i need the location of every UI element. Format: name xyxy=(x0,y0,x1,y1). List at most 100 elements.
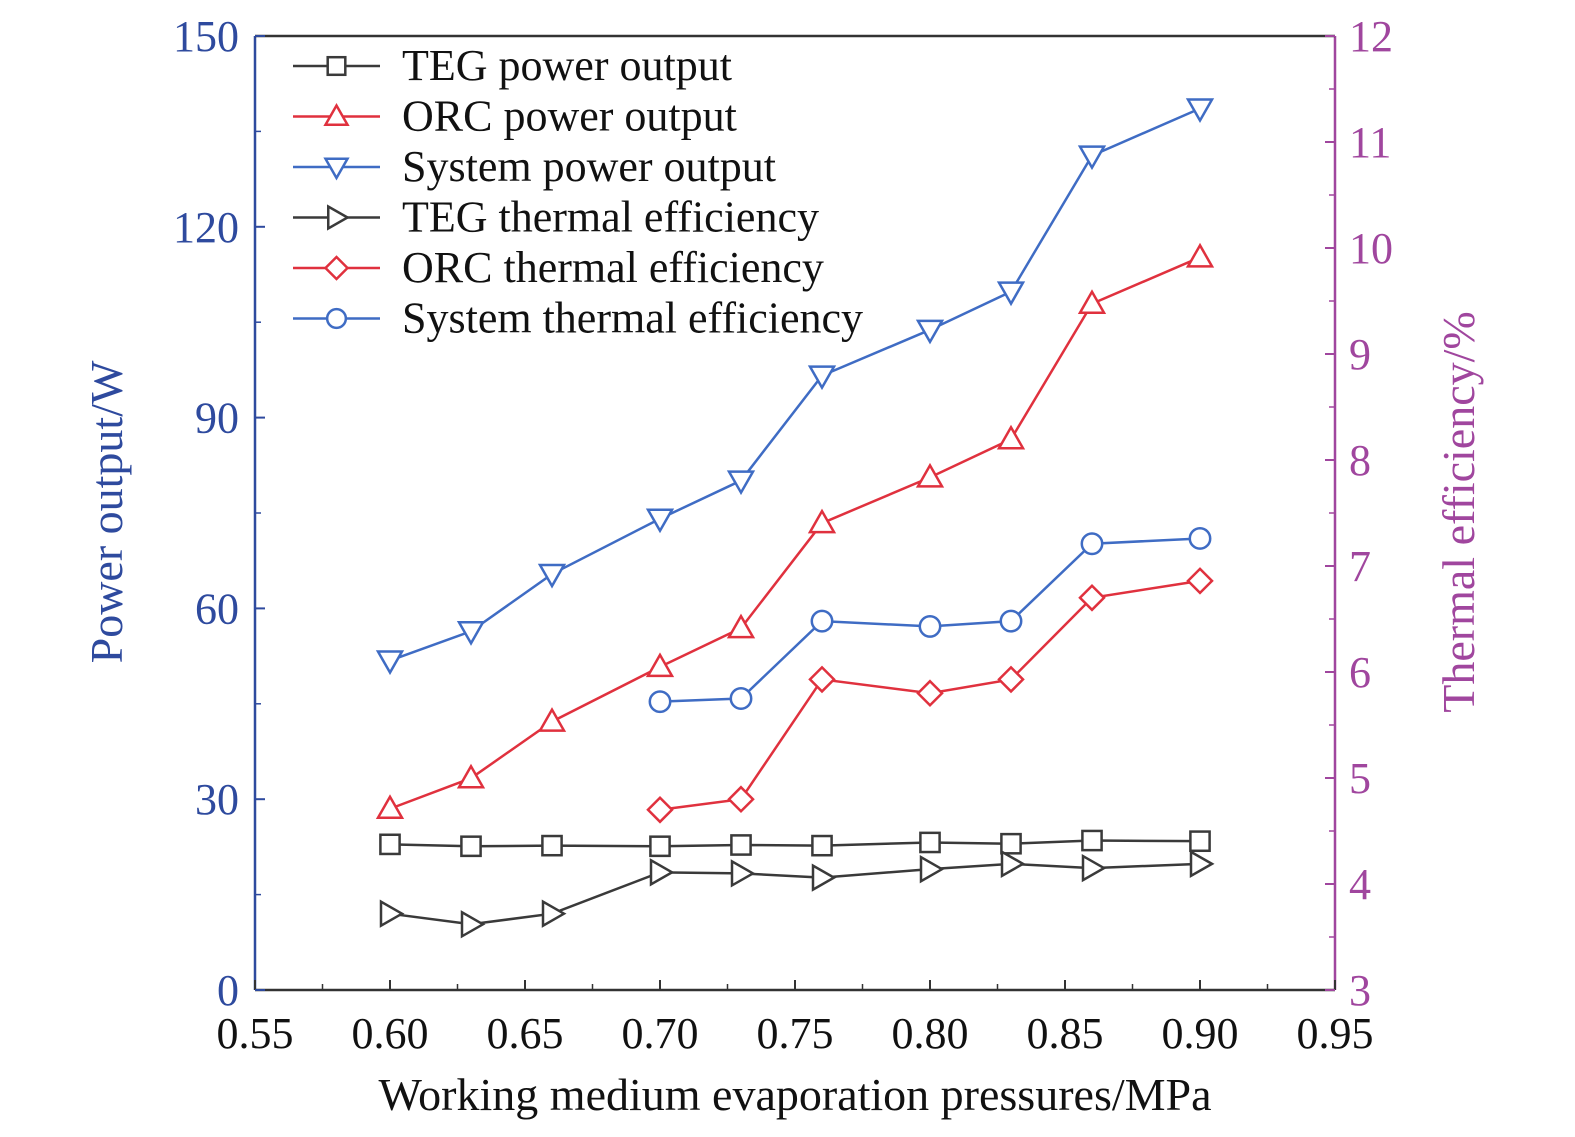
triangle-up-marker xyxy=(375,794,405,819)
series-group xyxy=(375,98,1215,939)
series-teg-power-output xyxy=(379,829,1211,858)
square-marker xyxy=(460,835,482,858)
y-right-tick-label: 4 xyxy=(1349,860,1371,909)
triangle-up-marker xyxy=(726,613,756,639)
series-orc-thermal-efficiency xyxy=(646,567,1214,824)
legend-label: ORC power output xyxy=(402,92,737,141)
legend-entry: TEG thermal efficiency xyxy=(293,193,819,242)
diamond-marker xyxy=(646,796,674,824)
square-marker xyxy=(326,55,347,77)
x-tick-label: 0.95 xyxy=(1297,1009,1374,1058)
y-right-tick-label: 11 xyxy=(1349,118,1391,167)
series-system-power-output xyxy=(375,98,1215,676)
axes: 0.55 0.60 0.65 0.70 0.75 0.80 0.85 0.90 0.95 0 30 6… xyxy=(173,12,1393,1058)
circle-marker xyxy=(325,307,348,330)
y-left-tick-label: 120 xyxy=(173,203,239,252)
diamond-marker xyxy=(1186,567,1214,595)
x-tick-label: 0.55 xyxy=(217,1009,294,1058)
x-tick-label: 0.75 xyxy=(757,1009,834,1058)
triangle-up-marker xyxy=(645,652,675,678)
triangle-down-marker xyxy=(323,157,350,181)
circle-marker xyxy=(1080,532,1104,556)
triangle-up-marker xyxy=(323,102,350,126)
y-right-tick-label: 6 xyxy=(1349,648,1371,697)
x-tick-label: 0.70 xyxy=(622,1009,699,1058)
y-left-tick-label: 0 xyxy=(217,966,239,1015)
square-marker xyxy=(1189,830,1211,853)
diamond-marker xyxy=(997,665,1025,694)
legend-label: ORC thermal efficiency xyxy=(402,243,824,292)
series-line xyxy=(389,256,1201,810)
y-left-axis-title: Power output/W xyxy=(81,360,132,663)
legend-label: System power output xyxy=(402,142,776,191)
circle-marker xyxy=(648,690,672,714)
circle-marker xyxy=(810,609,834,633)
triangle-right-marker xyxy=(327,204,351,231)
x-tick-label: 0.60 xyxy=(352,1009,429,1058)
legend-entry: TEG power output xyxy=(293,41,732,90)
circle-marker xyxy=(999,609,1023,633)
triangle-down-marker xyxy=(996,281,1026,307)
y-right-tick-label: 7 xyxy=(1349,542,1371,591)
square-marker xyxy=(541,834,563,857)
y-left-tick-label: 150 xyxy=(173,12,239,61)
triangle-right-marker xyxy=(460,910,486,939)
legend-entry: System thermal efficiency xyxy=(293,294,863,343)
legend-entry: ORC thermal efficiency xyxy=(293,243,824,292)
triangle-up-marker xyxy=(456,763,486,789)
triangle-up-marker xyxy=(1185,242,1215,268)
triangle-right-marker xyxy=(919,855,945,884)
triangle-up-marker xyxy=(996,424,1026,450)
square-marker xyxy=(379,833,401,856)
triangle-right-marker xyxy=(1189,849,1215,879)
diamond-marker xyxy=(1078,584,1106,612)
triangle-up-marker xyxy=(807,508,837,534)
y-right-tick-label: 9 xyxy=(1349,330,1371,379)
square-marker xyxy=(1081,829,1103,852)
triangle-right-marker xyxy=(1000,849,1026,879)
triangle-right-marker xyxy=(730,859,756,888)
diamond-marker xyxy=(323,255,350,281)
triangle-up-marker xyxy=(1077,289,1107,315)
diamond-marker xyxy=(916,679,944,707)
legend-label: System thermal efficiency xyxy=(402,294,863,343)
triangle-right-marker xyxy=(541,899,567,928)
square-marker xyxy=(1000,832,1022,855)
triangle-down-marker xyxy=(1185,98,1215,124)
triangle-right-marker xyxy=(811,863,837,892)
y-left-tick-label: 30 xyxy=(195,775,239,824)
square-marker xyxy=(919,831,941,854)
diamond-marker xyxy=(808,665,836,694)
triangle-down-marker xyxy=(726,470,756,496)
triangle-up-marker xyxy=(537,707,567,732)
legend-label: TEG power output xyxy=(402,41,732,90)
y-right-tick-label: 8 xyxy=(1349,436,1371,485)
series-orc-power-output xyxy=(375,242,1215,819)
x-tick-label: 0.65 xyxy=(487,1009,564,1058)
circle-marker xyxy=(729,687,753,710)
series-line xyxy=(389,839,1201,848)
square-marker xyxy=(730,834,752,856)
triangle-right-marker xyxy=(649,858,675,887)
legend-entry: ORC power output xyxy=(293,92,737,141)
triangle-down-marker xyxy=(1077,145,1107,171)
square-marker xyxy=(811,834,833,857)
circle-marker xyxy=(918,614,942,638)
triangle-right-marker xyxy=(1081,853,1107,883)
y-right-tick-label: 10 xyxy=(1349,224,1393,273)
triangle-down-marker xyxy=(375,650,405,676)
triangle-down-marker xyxy=(807,365,837,391)
series-teg-thermal-efficiency xyxy=(379,849,1215,939)
y-right-tick-label: 12 xyxy=(1349,12,1393,61)
triangle-down-marker xyxy=(456,621,486,646)
triangle-up-marker xyxy=(915,462,945,488)
triangle-down-marker xyxy=(915,319,945,345)
series-system-thermal-efficiency xyxy=(648,526,1212,714)
y-right-tick-label: 3 xyxy=(1349,966,1371,1015)
diamond-marker xyxy=(727,785,755,813)
legend-label: TEG thermal efficiency xyxy=(402,193,819,242)
square-marker xyxy=(649,835,671,858)
